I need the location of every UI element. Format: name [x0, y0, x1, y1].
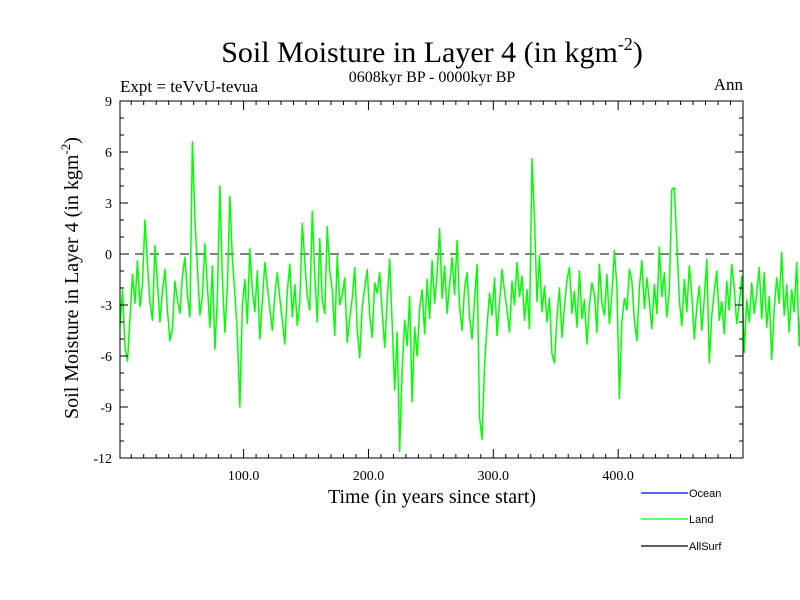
legend-item-ocean: Ocean [641, 488, 721, 500]
x-tick-label: 200.0 [353, 469, 385, 484]
y-tick-label: -6 [100, 350, 112, 365]
legend-label-allsurf: AllSurf [689, 541, 722, 553]
y-tick-label: 6 [105, 146, 112, 161]
x-tick-label: 100.0 [228, 469, 260, 484]
chart-title: Soil Moisture in Layer 4 (in kgm-2) [221, 34, 643, 69]
x-tick-label: 300.0 [478, 469, 510, 484]
series-line-land [119, 141, 800, 452]
legend-item-allsurf: AllSurf [641, 541, 722, 553]
y-tick-label: 9 [105, 95, 112, 110]
y-tick-label: -3 [100, 299, 112, 314]
y-tick-label: -9 [100, 401, 112, 416]
subtitle-right: Ann [714, 75, 744, 94]
y-tick-label: 3 [105, 197, 112, 212]
y-tick-label: -12 [93, 452, 112, 467]
plot-frame [119, 100, 744, 459]
legend: Ocean Land AllSurf [641, 488, 722, 553]
subtitle-center: 0608kyr BP - 0000kyr BP [349, 69, 516, 86]
y-axis-label: Soil Moisture in Layer 4 (in kgm-2) [58, 137, 83, 419]
y-tick-label: 0 [105, 248, 112, 263]
plot-area: -12 -9 -6 -3 0 3 6 9 100.0 200.0 300.0 400.0 [93, 95, 800, 484]
legend-item-land: Land [641, 514, 713, 526]
legend-label-land: Land [689, 514, 713, 526]
legend-label-ocean: Ocean [689, 488, 721, 500]
x-axis-label: Time (in years since start) [328, 486, 536, 508]
subtitle-left: Expt = teVvU-tevua [120, 77, 258, 96]
x-tick-label: 400.0 [602, 469, 634, 484]
